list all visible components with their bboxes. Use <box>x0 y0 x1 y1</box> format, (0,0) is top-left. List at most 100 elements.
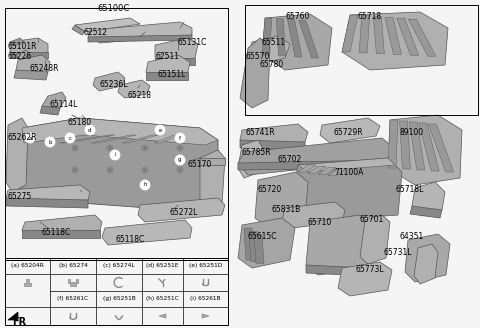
Text: (d) 65251E: (d) 65251E <box>146 263 179 268</box>
Polygon shape <box>122 135 158 143</box>
Text: 65701: 65701 <box>360 215 384 224</box>
Circle shape <box>179 147 181 150</box>
Circle shape <box>175 133 185 143</box>
Polygon shape <box>412 182 445 216</box>
Text: (i) 65261B: (i) 65261B <box>190 296 221 301</box>
Polygon shape <box>282 202 345 228</box>
Circle shape <box>110 150 120 160</box>
Text: 65131C: 65131C <box>178 38 207 47</box>
Text: (b) 65274: (b) 65274 <box>59 263 87 268</box>
Polygon shape <box>91 135 137 143</box>
Polygon shape <box>118 80 150 98</box>
Polygon shape <box>22 215 102 237</box>
Polygon shape <box>238 160 390 170</box>
Text: 64351: 64351 <box>400 232 424 241</box>
Polygon shape <box>276 19 286 56</box>
Polygon shape <box>20 118 218 210</box>
Polygon shape <box>306 215 372 275</box>
Polygon shape <box>22 230 100 238</box>
Polygon shape <box>88 22 192 43</box>
Polygon shape <box>360 215 390 264</box>
Text: e: e <box>158 128 162 133</box>
Polygon shape <box>72 25 85 35</box>
Polygon shape <box>396 18 419 55</box>
Text: 65151L: 65151L <box>158 70 186 79</box>
Polygon shape <box>240 124 308 148</box>
Circle shape <box>179 169 181 172</box>
Polygon shape <box>59 135 115 143</box>
Circle shape <box>108 169 111 172</box>
Text: 65741R: 65741R <box>246 128 276 137</box>
Circle shape <box>144 169 146 172</box>
Polygon shape <box>306 265 368 276</box>
Polygon shape <box>405 234 450 282</box>
Circle shape <box>73 147 76 150</box>
Polygon shape <box>318 168 336 174</box>
Text: g: g <box>178 157 182 162</box>
Text: 71100A: 71100A <box>334 168 363 177</box>
Polygon shape <box>138 198 225 222</box>
Polygon shape <box>24 279 31 286</box>
Polygon shape <box>342 12 448 70</box>
Polygon shape <box>10 52 48 58</box>
Circle shape <box>65 133 75 143</box>
Polygon shape <box>308 166 326 173</box>
Text: 65118C: 65118C <box>115 235 144 244</box>
Polygon shape <box>299 20 319 58</box>
Polygon shape <box>248 36 290 64</box>
Polygon shape <box>93 72 125 91</box>
Text: 65170: 65170 <box>188 160 212 169</box>
Text: b: b <box>48 139 52 145</box>
Polygon shape <box>244 228 254 260</box>
Polygon shape <box>249 231 259 262</box>
Polygon shape <box>342 15 358 52</box>
Text: 65101R: 65101R <box>8 42 37 51</box>
Polygon shape <box>40 106 60 115</box>
Circle shape <box>155 125 165 135</box>
Text: 65236L: 65236L <box>100 80 129 89</box>
Circle shape <box>85 125 95 135</box>
Polygon shape <box>6 185 90 205</box>
Circle shape <box>73 169 76 172</box>
Text: 65275: 65275 <box>8 192 32 201</box>
Polygon shape <box>414 244 438 284</box>
Polygon shape <box>146 55 190 79</box>
Polygon shape <box>75 18 140 32</box>
Text: 65702: 65702 <box>278 155 302 164</box>
Polygon shape <box>202 314 209 318</box>
Polygon shape <box>410 206 442 218</box>
Polygon shape <box>388 120 398 168</box>
Circle shape <box>25 133 35 143</box>
Polygon shape <box>200 158 225 165</box>
Circle shape <box>140 180 150 190</box>
Polygon shape <box>6 198 88 208</box>
Polygon shape <box>262 18 272 55</box>
Text: 65720: 65720 <box>258 185 282 194</box>
Polygon shape <box>399 121 410 169</box>
Text: 65773L: 65773L <box>355 265 384 274</box>
Text: f: f <box>179 135 181 140</box>
Bar <box>5 8 228 260</box>
Polygon shape <box>22 118 218 145</box>
Polygon shape <box>298 165 316 172</box>
Text: 65710: 65710 <box>308 218 332 227</box>
Text: 62511: 62511 <box>155 52 179 61</box>
Polygon shape <box>14 70 48 80</box>
Polygon shape <box>409 122 425 170</box>
Polygon shape <box>42 92 66 112</box>
Polygon shape <box>328 169 346 176</box>
Text: 65100C: 65100C <box>97 4 129 13</box>
Text: 65570: 65570 <box>246 52 270 61</box>
Polygon shape <box>155 58 195 65</box>
Bar <box>5 258 228 325</box>
Polygon shape <box>262 14 332 70</box>
Polygon shape <box>88 35 192 42</box>
Text: 65729R: 65729R <box>334 128 364 137</box>
Polygon shape <box>240 140 305 150</box>
Polygon shape <box>238 218 295 268</box>
Polygon shape <box>320 118 380 143</box>
Text: 65731L: 65731L <box>383 248 411 257</box>
Polygon shape <box>385 17 401 54</box>
Polygon shape <box>408 19 436 56</box>
Text: 65780: 65780 <box>259 60 283 69</box>
